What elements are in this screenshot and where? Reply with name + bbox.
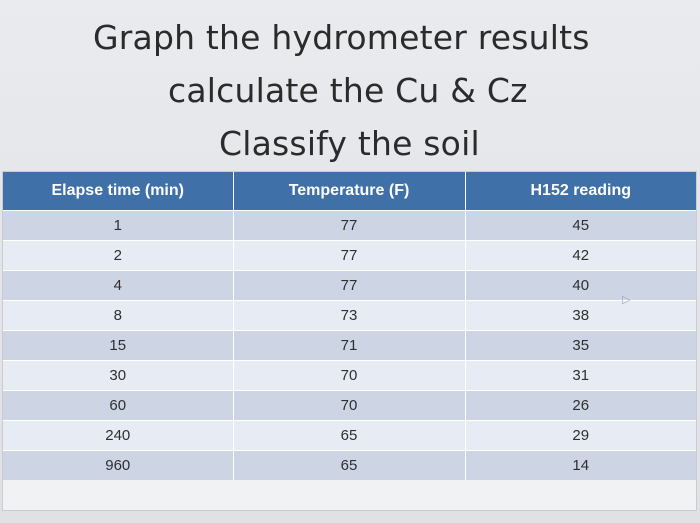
cell-h152-reading: 38	[465, 300, 696, 331]
table-row: 4 77 40	[3, 270, 696, 301]
table-row: 2 77 42	[3, 240, 696, 271]
slide-title-line-2: calculate the Cu & Cz	[168, 71, 528, 110]
cell-elapse-time: 4	[3, 270, 234, 301]
slide-title-line-1: Graph the hydrometer results	[93, 18, 590, 57]
cell-temperature: 77	[233, 210, 466, 241]
mouse-cursor-icon: ▷	[622, 293, 631, 306]
cell-h152-reading: 31	[465, 360, 696, 391]
cell-temperature: 65	[233, 420, 466, 451]
cell-h152-reading: 42	[465, 240, 696, 271]
cell-elapse-time: 60	[3, 390, 234, 421]
cell-h152-reading: 45	[465, 210, 696, 241]
table-row: 960 65 14	[3, 450, 696, 480]
table-row: 240 65 29	[3, 420, 696, 451]
cell-h152-reading: 29	[465, 420, 696, 451]
table-header-row: Elapse time (min) Temperature (F) H152 r…	[3, 172, 696, 211]
header-temperature: Temperature (F)	[233, 172, 466, 211]
cell-elapse-time: 30	[3, 360, 234, 391]
cell-elapse-time: 15	[3, 330, 234, 361]
cell-h152-reading: 26	[465, 390, 696, 421]
header-elapse-time: Elapse time (min)	[3, 172, 234, 211]
cell-elapse-time: 1	[3, 210, 234, 241]
table-row: 1 77 45	[3, 210, 696, 241]
cell-h152-reading: 40	[465, 270, 696, 301]
cell-temperature: 77	[233, 270, 466, 301]
cell-h152-reading: 14	[465, 450, 696, 480]
table-row: 60 70 26	[3, 390, 696, 421]
cell-temperature: 77	[233, 240, 466, 271]
cell-temperature: 65	[233, 450, 466, 480]
cell-elapse-time: 960	[3, 450, 234, 480]
table-row: 8 73 38	[3, 300, 696, 331]
header-h152-reading: H152 reading	[465, 172, 696, 211]
cell-elapse-time: 8	[3, 300, 234, 331]
cell-elapse-time: 2	[3, 240, 234, 271]
cell-temperature: 71	[233, 330, 466, 361]
table-row: 30 70 31	[3, 360, 696, 391]
cell-h152-reading: 35	[465, 330, 696, 361]
cell-temperature: 70	[233, 360, 466, 391]
slide-title-line-3: Classify the soil	[219, 124, 480, 163]
cell-temperature: 73	[233, 300, 466, 331]
cell-elapse-time: 240	[3, 420, 234, 451]
table-row: 15 71 35	[3, 330, 696, 361]
cell-temperature: 70	[233, 390, 466, 421]
hydrometer-table: Elapse time (min) Temperature (F) H152 r…	[3, 172, 696, 510]
